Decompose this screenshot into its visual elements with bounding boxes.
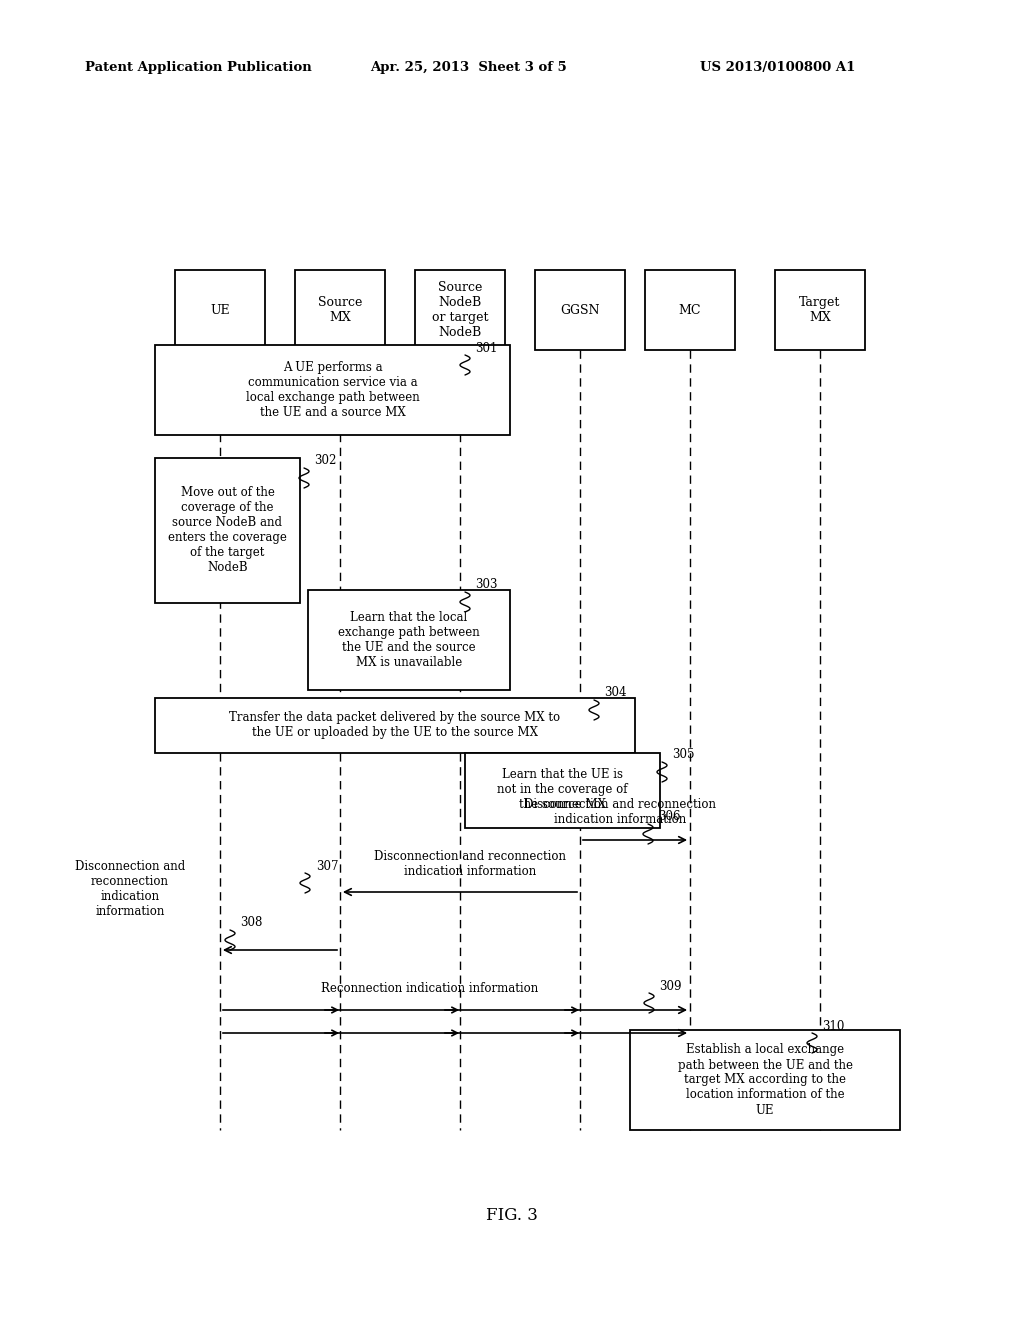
Text: 304: 304: [604, 686, 627, 700]
Bar: [155, 458, 300, 602]
Bar: [630, 1030, 900, 1130]
Bar: [155, 697, 635, 752]
Text: Source
MX: Source MX: [317, 296, 362, 323]
Bar: [308, 590, 510, 690]
Text: Source
NodeB
or target
NodeB: Source NodeB or target NodeB: [432, 281, 488, 339]
Text: Apr. 25, 2013  Sheet 3 of 5: Apr. 25, 2013 Sheet 3 of 5: [370, 62, 566, 74]
Text: Reconnection indication information: Reconnection indication information: [322, 982, 539, 995]
Text: Establish a local exchange
path between the UE and the
target MX according to th: Establish a local exchange path between …: [678, 1044, 853, 1117]
Text: 308: 308: [240, 916, 262, 929]
Text: MC: MC: [679, 304, 701, 317]
Text: Learn that the UE is
not in the coverage of
the source MX: Learn that the UE is not in the coverage…: [498, 768, 628, 812]
Bar: [645, 271, 735, 350]
Text: 302: 302: [314, 454, 336, 467]
Text: 307: 307: [316, 859, 339, 873]
Bar: [155, 345, 510, 436]
Text: 305: 305: [672, 748, 694, 762]
Text: 310: 310: [822, 1019, 845, 1032]
Text: US 2013/0100800 A1: US 2013/0100800 A1: [700, 62, 855, 74]
Text: Learn that the local
exchange path between
the UE and the source
MX is unavailab: Learn that the local exchange path betwe…: [338, 611, 480, 669]
Text: 306: 306: [658, 810, 681, 824]
Text: Disconnection and reconnection
indication information: Disconnection and reconnection indicatio…: [374, 850, 566, 878]
Text: Disconnection and reconnection
indication information: Disconnection and reconnection indicatio…: [524, 799, 716, 826]
Bar: [415, 271, 505, 350]
Text: Move out of the
coverage of the
source NodeB and
enters the coverage
of the targ: Move out of the coverage of the source N…: [168, 486, 287, 574]
Text: A UE performs a
communication service via a
local exchange path between
the UE a: A UE performs a communication service vi…: [246, 360, 420, 418]
Text: FIG. 3: FIG. 3: [486, 1206, 538, 1224]
Text: 309: 309: [659, 979, 682, 993]
Text: 303: 303: [475, 578, 498, 591]
Text: Disconnection and
reconnection
indication
information: Disconnection and reconnection indicatio…: [75, 861, 185, 917]
Text: 301: 301: [475, 342, 498, 355]
Text: Target
MX: Target MX: [800, 296, 841, 323]
Bar: [775, 271, 865, 350]
Bar: [465, 752, 660, 828]
Text: Transfer the data packet delivered by the source MX to
the UE or uploaded by the: Transfer the data packet delivered by th…: [229, 711, 560, 739]
Text: GGSN: GGSN: [560, 304, 600, 317]
Bar: [535, 271, 625, 350]
Text: UE: UE: [210, 304, 229, 317]
Bar: [175, 271, 265, 350]
Text: Patent Application Publication: Patent Application Publication: [85, 62, 311, 74]
Bar: [295, 271, 385, 350]
